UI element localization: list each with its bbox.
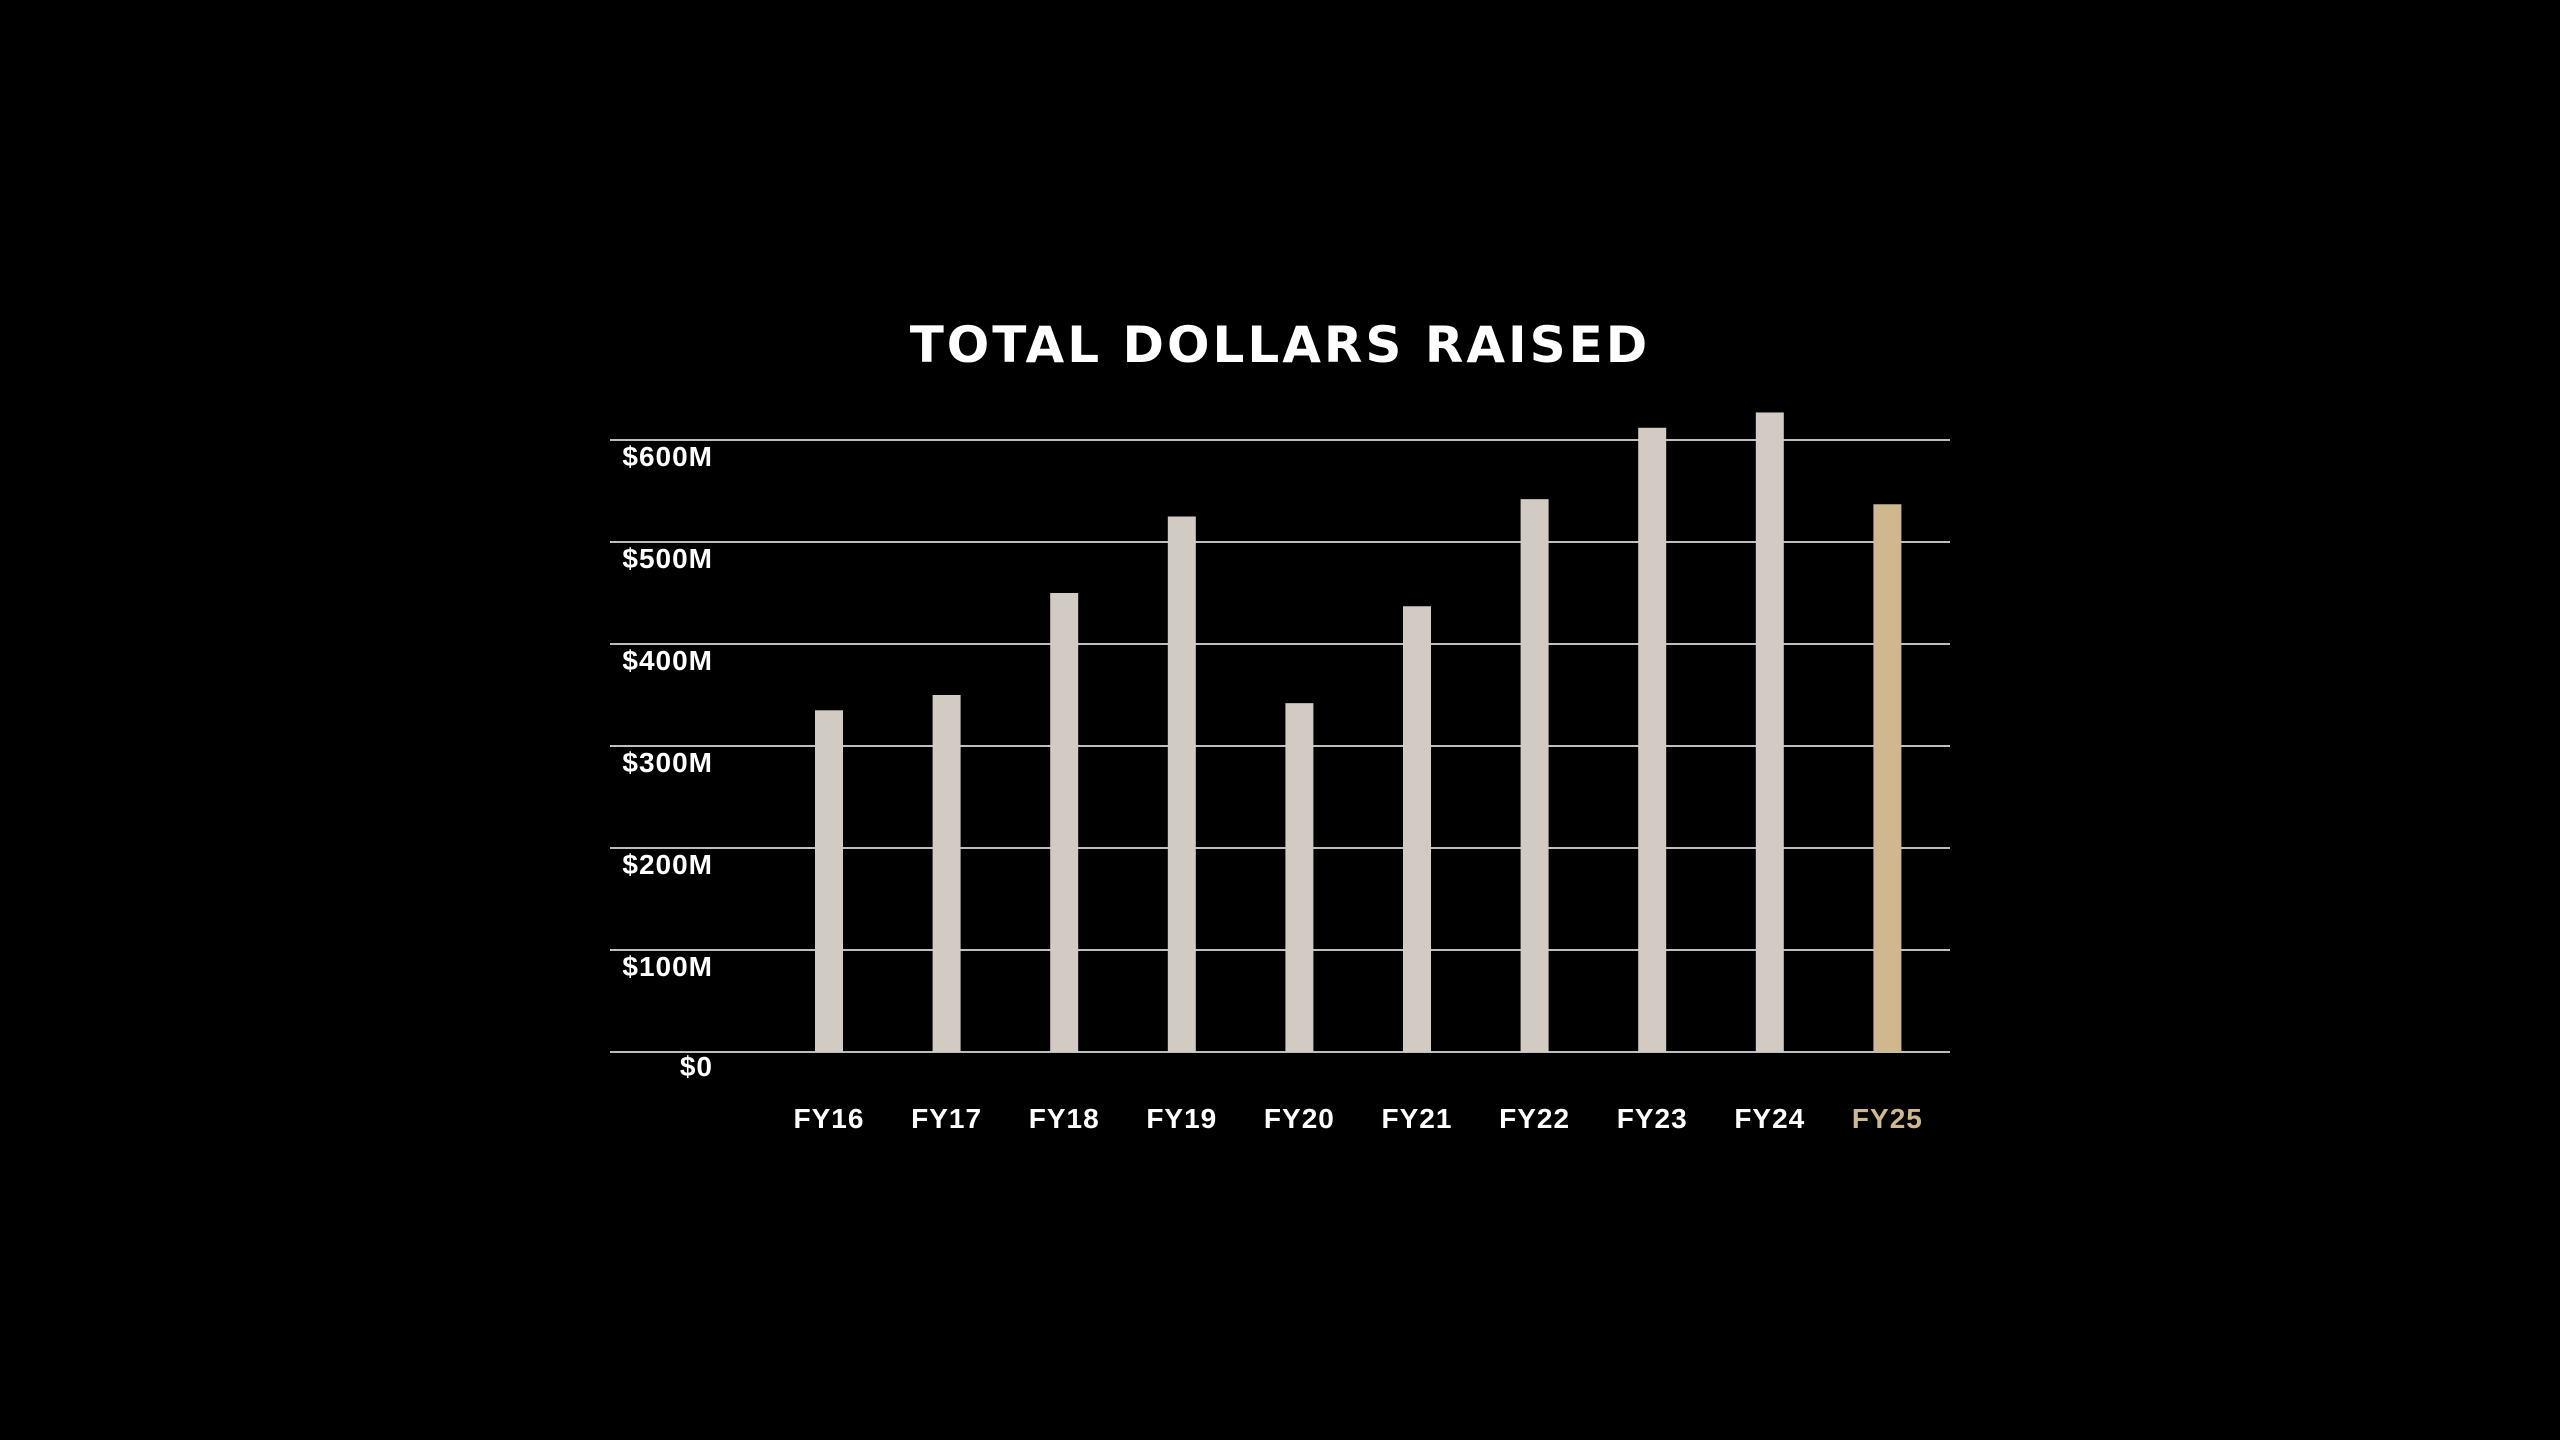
bars xyxy=(815,412,1902,1053)
x-tick-label-fy20: FY20 xyxy=(1264,1103,1335,1134)
y-tick-label: $100M xyxy=(622,951,713,982)
bar-fy25 xyxy=(1873,504,1902,1052)
y-tick-label: $0 xyxy=(680,1051,713,1082)
x-tick-label-fy22: FY22 xyxy=(1499,1103,1570,1134)
x-tick-label-fy24: FY24 xyxy=(1734,1103,1805,1134)
y-tick-label: $300M xyxy=(622,747,713,778)
x-tick-label-fy23: FY23 xyxy=(1617,1103,1688,1134)
x-tick-label-fy19: FY19 xyxy=(1146,1103,1217,1134)
y-axis-ticks: $0 $100M $200M $300M $400M $500M $600M xyxy=(622,441,713,1082)
y-tick-label: $500M xyxy=(622,543,713,574)
x-tick-label-fy17: FY17 xyxy=(911,1103,982,1134)
x-tick-label-fy16: FY16 xyxy=(794,1103,865,1134)
y-tick-label: $200M xyxy=(622,849,713,880)
x-tick-label-fy18: FY18 xyxy=(1029,1103,1100,1134)
bar-fy19 xyxy=(1167,516,1196,1052)
bar-fy21 xyxy=(1403,606,1431,1052)
y-tick-label: $400M xyxy=(622,645,713,676)
bar-fy22 xyxy=(1520,499,1549,1052)
bar-fy16 xyxy=(815,710,843,1052)
gridlines xyxy=(610,439,1950,1053)
bar-fy24 xyxy=(1755,412,1784,1053)
x-axis-ticks: FY16 FY17 FY18 FY19 FY20 FY21 FY22 FY23 FY24 FY25 xyxy=(794,1103,1923,1134)
x-tick-label-fy25: FY25 xyxy=(1852,1103,1923,1134)
bar-fy17 xyxy=(932,695,961,1052)
x-tick-label-fy21: FY21 xyxy=(1382,1103,1453,1134)
bar-fy23 xyxy=(1638,427,1667,1052)
bar-fy20 xyxy=(1285,703,1314,1052)
bar-fy18 xyxy=(1050,593,1079,1052)
chart-title: TOTAL DOLLARS RAISED xyxy=(910,316,1651,374)
y-tick-label: $600M xyxy=(622,441,713,472)
